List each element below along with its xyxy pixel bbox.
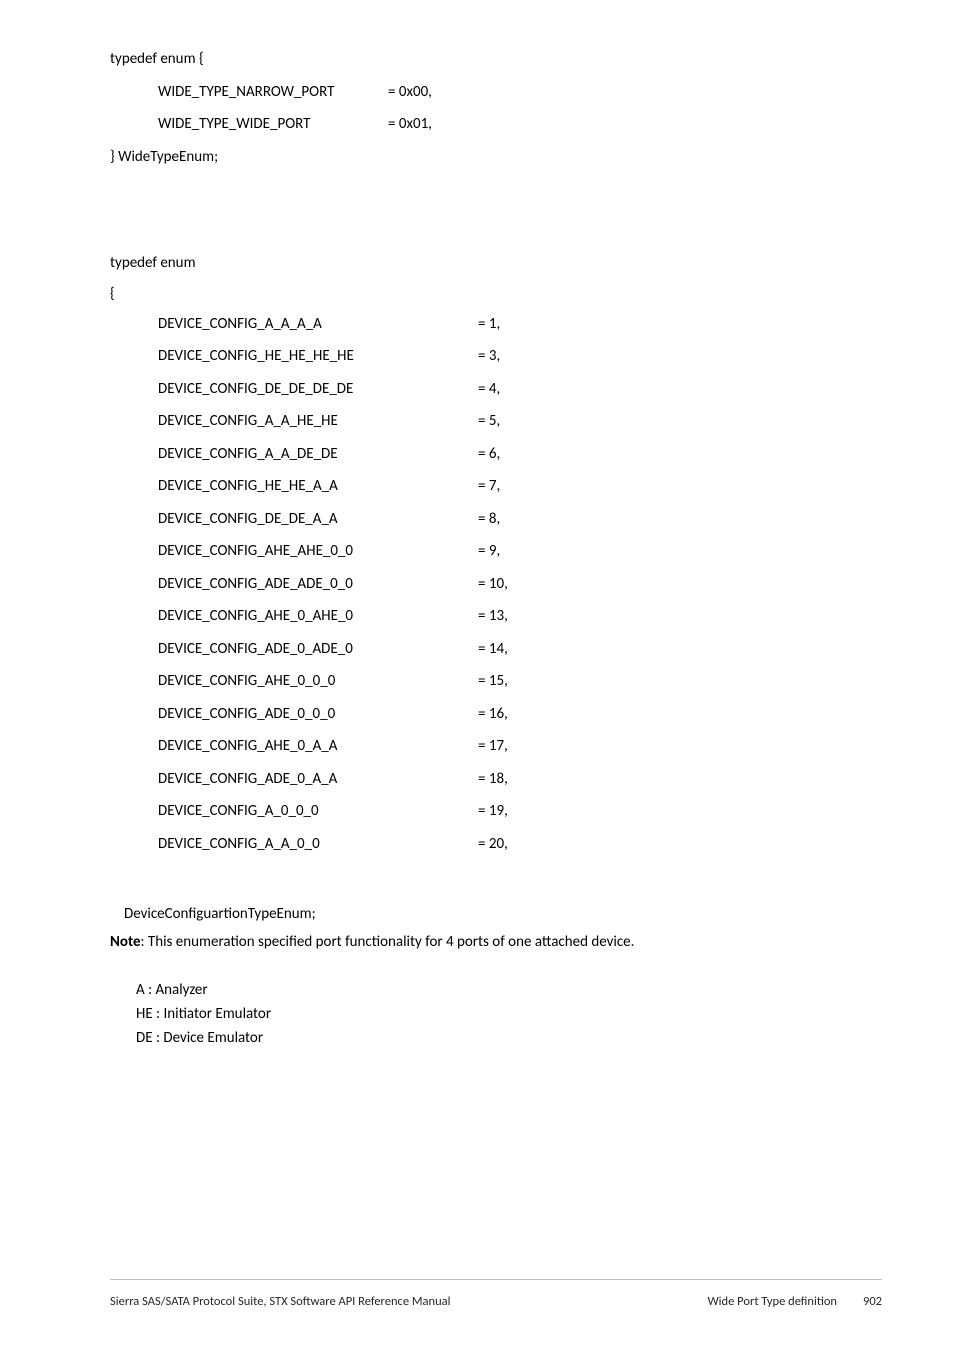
brace-open: {	[110, 285, 844, 303]
cfg-enum-value: = 16,	[478, 703, 508, 726]
device-config-typename: DeviceConfiguartionTypeEnum;	[124, 905, 844, 923]
cfg-enum-name: DEVICE_CONFIG_A_A_HE_HE	[158, 410, 478, 433]
legend-a: A : Analyzer	[136, 981, 844, 999]
wide-enum-name: WIDE_TYPE_NARROW_PORT	[158, 81, 388, 104]
cfg-enum-row: DEVICE_CONFIG_AHE_AHE_0_0= 9,	[110, 540, 844, 563]
typedef1-open: typedef enum {	[110, 48, 844, 71]
cfg-enum-name: DEVICE_CONFIG_HE_HE_A_A	[158, 475, 478, 498]
cfg-enum-name: DEVICE_CONFIG_A_0_0_0	[158, 800, 478, 823]
cfg-enum-name: DEVICE_CONFIG_ADE_0_A_A	[158, 768, 478, 791]
cfg-enum-row: DEVICE_CONFIG_A_A_DE_DE= 6,	[110, 443, 844, 466]
note-rest: : This enumeration specified port functi…	[141, 933, 635, 951]
note-bold: Note	[110, 933, 141, 951]
cfg-enum-value: = 9,	[478, 540, 500, 563]
cfg-enum-name: DEVICE_CONFIG_ADE_0_0_0	[158, 703, 478, 726]
cfg-enum-name: DEVICE_CONFIG_AHE_AHE_0_0	[158, 540, 478, 563]
cfg-enum-value: = 17,	[478, 735, 508, 758]
cfg-enum-name: DEVICE_CONFIG_DE_DE_A_A	[158, 508, 478, 531]
cfg-enum-name: DEVICE_CONFIG_ADE_ADE_0_0	[158, 573, 478, 596]
legend-he: HE : Initiator Emulator	[136, 1005, 844, 1023]
cfg-enum-value: = 6,	[478, 443, 500, 466]
note-line: Note: This enumeration specified port fu…	[110, 933, 844, 951]
cfg-enum-name: DEVICE_CONFIG_AHE_0_0_0	[158, 670, 478, 693]
cfg-enum-value: = 10,	[478, 573, 508, 596]
cfg-enum-row: DEVICE_CONFIG_A_A_HE_HE= 5,	[110, 410, 844, 433]
cfg-enum-name: DEVICE_CONFIG_A_A_DE_DE	[158, 443, 478, 466]
cfg-enum-value: = 8,	[478, 508, 500, 531]
cfg-enum-value: = 14,	[478, 638, 508, 661]
wide-enum-name: WIDE_TYPE_WIDE_PORT	[158, 113, 388, 136]
footer-page-number: 902	[863, 1294, 882, 1309]
footer-section: Wide Port Type definition	[708, 1294, 837, 1309]
cfg-enum-row: DEVICE_CONFIG_AHE_0_0_0= 15,	[110, 670, 844, 693]
wide-enum-row: WIDE_TYPE_WIDE_PORT= 0x01,	[110, 113, 844, 136]
legend-block: A : Analyzer HE : Initiator Emulator DE …	[136, 981, 844, 1047]
cfg-enum-row: DEVICE_CONFIG_A_A_A_A= 1,	[110, 313, 844, 336]
footer-rule	[110, 1279, 882, 1280]
wide-enum-value: = 0x01,	[388, 113, 432, 136]
cfg-enum-value: = 15,	[478, 670, 508, 693]
cfg-enum-row: DEVICE_CONFIG_ADE_0_A_A= 18,	[110, 768, 844, 791]
cfg-enum-row: DEVICE_CONFIG_ADE_0_0_0= 16,	[110, 703, 844, 726]
cfg-enum-row: DEVICE_CONFIG_DE_DE_A_A= 8,	[110, 508, 844, 531]
cfg-enum-name: DEVICE_CONFIG_HE_HE_HE_HE	[158, 345, 478, 368]
cfg-enum-name: DEVICE_CONFIG_AHE_0_AHE_0	[158, 605, 478, 628]
cfg-enum-value: = 7,	[478, 475, 500, 498]
cfg-enum-row: DEVICE_CONFIG_AHE_0_AHE_0= 13,	[110, 605, 844, 628]
cfg-enum-row: DEVICE_CONFIG_AHE_0_A_A= 17,	[110, 735, 844, 758]
wide-enum-value: = 0x00,	[388, 81, 432, 104]
cfg-enum-name: DEVICE_CONFIG_AHE_0_A_A	[158, 735, 478, 758]
cfg-enum-row: DEVICE_CONFIG_A_A_0_0= 20,	[110, 833, 844, 856]
cfg-enum-row: DEVICE_CONFIG_ADE_0_ADE_0= 14,	[110, 638, 844, 661]
cfg-enum-value: = 13,	[478, 605, 508, 628]
cfg-enum-name: DEVICE_CONFIG_ADE_0_ADE_0	[158, 638, 478, 661]
cfg-enum-value: = 4,	[478, 378, 500, 401]
legend-de: DE : Device Emulator	[136, 1029, 844, 1047]
cfg-enum-value: = 3,	[478, 345, 500, 368]
cfg-enum-row: DEVICE_CONFIG_ADE_ADE_0_0= 10,	[110, 573, 844, 596]
typedef1-close: } WideTypeEnum;	[110, 146, 844, 169]
cfg-enum-value: = 5,	[478, 410, 500, 433]
cfg-enum-name: DEVICE_CONFIG_DE_DE_DE_DE	[158, 378, 478, 401]
cfg-enum-value: = 19,	[478, 800, 508, 823]
wide-enum-row: WIDE_TYPE_NARROW_PORT= 0x00,	[110, 81, 844, 104]
cfg-enum-row: DEVICE_CONFIG_HE_HE_A_A= 7,	[110, 475, 844, 498]
cfg-enum-value: = 1,	[478, 313, 500, 336]
cfg-enum-row: DEVICE_CONFIG_HE_HE_HE_HE= 3,	[110, 345, 844, 368]
cfg-enum-name: DEVICE_CONFIG_A_A_A_A	[158, 313, 478, 336]
cfg-enum-row: DEVICE_CONFIG_A_0_0_0= 19,	[110, 800, 844, 823]
cfg-enum-name: DEVICE_CONFIG_A_A_0_0	[158, 833, 478, 856]
cfg-enum-value: = 18,	[478, 768, 508, 791]
footer-left: Sierra SAS/SATA Protocol Suite, STX Soft…	[110, 1294, 451, 1309]
page-footer: Sierra SAS/SATA Protocol Suite, STX Soft…	[0, 1279, 954, 1309]
cfg-enum-value: = 20,	[478, 833, 508, 856]
typedef2-open: typedef enum	[110, 252, 844, 275]
cfg-enum-row: DEVICE_CONFIG_DE_DE_DE_DE= 4,	[110, 378, 844, 401]
